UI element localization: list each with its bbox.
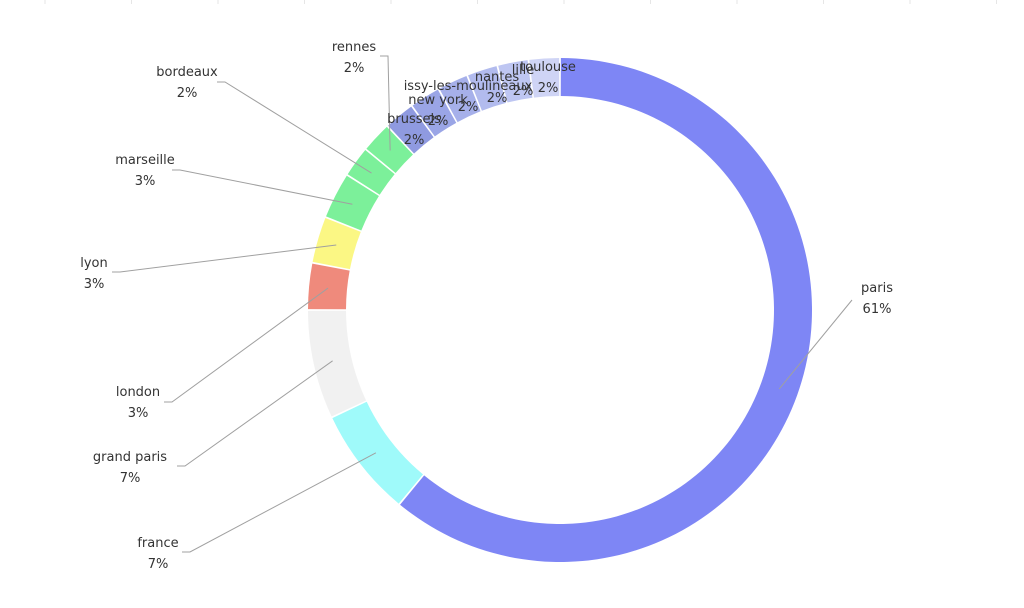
slice-percent-issy-les-moulineaux: 2% (458, 100, 479, 115)
donut-slice-marseille[interactable] (326, 175, 379, 231)
donut-slice-france[interactable] (332, 401, 424, 504)
slice-percent-brussels: 2% (404, 133, 425, 148)
slice-percent-new-york: 2% (428, 114, 449, 129)
slice-label-bordeaux: bordeaux (156, 65, 218, 80)
donut-slice-london[interactable] (308, 263, 350, 310)
top-tick-marks (44, 0, 997, 4)
slice-labels: paris 61% france 7% grand paris 7% london 3% lyo… (80, 40, 893, 572)
slice-label-france: france (137, 536, 178, 551)
donut-slice-nantes[interactable] (468, 66, 507, 111)
leader-line-marseille (172, 169, 353, 205)
slice-percent-bordeaux: 2% (177, 86, 198, 101)
slice-label-nantes: nantes (475, 70, 520, 85)
donut-slice-lyon[interactable] (312, 218, 361, 270)
leader-lines (112, 55, 853, 553)
slice-percent-lyon: 3% (84, 277, 105, 292)
slice-label-marseille: marseille (115, 153, 175, 168)
donut-slice-paris[interactable] (400, 58, 812, 563)
donut-slice-issy-les-moulineaux[interactable] (439, 76, 481, 123)
leader-line-rennes (380, 55, 391, 151)
slice-percent-rennes: 2% (344, 61, 365, 76)
slice-percent-london: 3% (128, 406, 149, 421)
leader-line-grand-paris (177, 360, 333, 467)
leader-line-lyon (112, 244, 337, 273)
slice-percent-marseille: 3% (135, 174, 156, 189)
donut-slice-toulouse[interactable] (529, 58, 560, 98)
slice-percent-toulouse: 2% (538, 81, 559, 96)
slice-label-rennes: rennes (332, 40, 377, 55)
donut-slices (308, 58, 812, 563)
leader-line-bordeaux (217, 81, 372, 174)
slice-label-brussels: brussels (387, 112, 441, 127)
slice-percent-paris: 61% (863, 302, 892, 317)
donut-slice-lille[interactable] (498, 60, 533, 103)
slice-label-lille: lille (512, 63, 534, 78)
leader-line-paris (778, 299, 853, 390)
slice-label-toulouse: toulouse (520, 60, 576, 75)
slice-percent-nantes: 2% (487, 91, 508, 106)
donut-slice-grand-paris[interactable] (308, 310, 367, 417)
slice-label-london: london (116, 385, 160, 400)
slice-percent-grand-paris: 7% (120, 471, 141, 486)
leader-line-france (182, 452, 377, 553)
slice-percent-france: 7% (148, 557, 169, 572)
slice-label-new-york: new york (408, 93, 468, 108)
donut-slice-new-york[interactable] (412, 89, 457, 137)
slice-percent-lille: 2% (513, 84, 534, 99)
donut-slice-brussels[interactable] (388, 106, 434, 154)
slice-label-issy-les-moulineaux: issy-les-moulineaux (404, 79, 533, 94)
leader-line-london (164, 287, 329, 403)
slice-label-lyon: lyon (80, 256, 108, 271)
slice-label-grand-paris: grand paris (93, 450, 167, 465)
slice-label-paris: paris (861, 281, 893, 296)
